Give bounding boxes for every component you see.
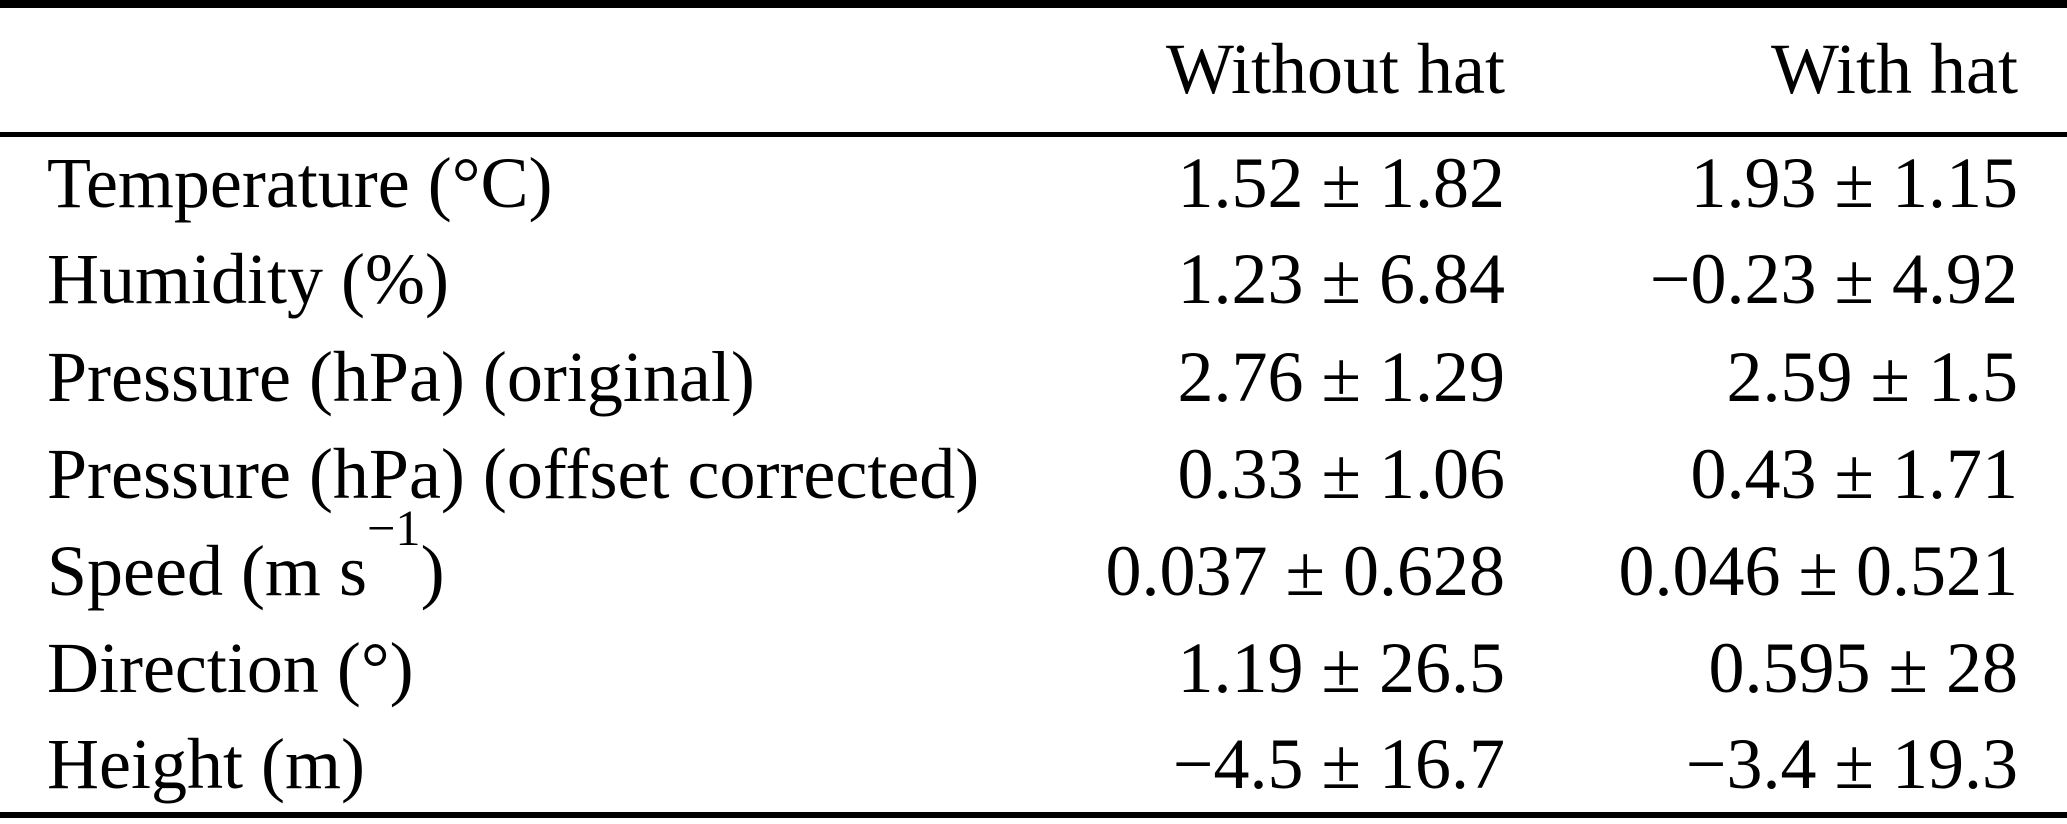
row-label-text: Temperature (°C): [47, 143, 553, 224]
table-row: Height (m) −4.5 ± 16.7 −3.4 ± 19.3: [0, 718, 2067, 815]
row-label-text: Height (m): [47, 724, 365, 805]
cell-without-hat: 1.23 ± 6.84: [1177, 239, 1505, 320]
cell-without-hat: 1.52 ± 1.82: [1177, 143, 1505, 224]
row-label: Height (m): [0, 718, 1055, 815]
row-label-text: Direction (°): [47, 628, 414, 709]
row-label-text: Pressure (hPa) (original): [47, 336, 755, 417]
cell-with-hat: 1.93 ± 1.15: [1690, 143, 2018, 224]
cell-with-hat: 2.59 ± 1.5: [1726, 336, 2018, 417]
header-without-hat: Without hat: [1055, 4, 1505, 137]
table-row: Pressure (hPa) (original) 2.76 ± 1.29 2.…: [0, 329, 2067, 426]
cell-with-hat: 0.43 ± 1.71: [1690, 433, 2018, 514]
cell-without-hat: −4.5 ± 16.7: [1172, 724, 1505, 805]
row-label: Temperature (°C): [0, 134, 1055, 231]
header-empty-cell: [0, 4, 1055, 137]
row-label: Speed (m s−1): [0, 503, 1055, 620]
row-label: Humidity (%): [0, 231, 1055, 328]
row-label-superscript: −1: [366, 499, 421, 556]
row-label-suffix: ): [420, 531, 445, 612]
table-row: Temperature (°C) 1.52 ± 1.82 1.93 ± 1.15: [0, 134, 2067, 231]
row-label: Direction (°): [0, 620, 1055, 717]
cell-with-hat: −0.23 ± 4.92: [1649, 239, 2018, 320]
table-row: Pressure (hPa) (offset corrected) 0.33 ±…: [0, 426, 2067, 523]
row-label-text: Speed (m s: [47, 531, 367, 612]
row-label: Pressure (hPa) (original): [0, 329, 1055, 426]
cell-without-hat: 0.037 ± 0.628: [1105, 531, 1505, 612]
cell-without-hat: 0.33 ± 1.06: [1177, 433, 1505, 514]
table-row: Speed (m s−1) 0.037 ± 0.628 0.046 ± 0.52…: [0, 503, 2067, 620]
header-with-hat: With hat: [1505, 4, 2067, 137]
cell-without-hat: 1.19 ± 26.5: [1177, 628, 1505, 709]
table-row: Direction (°) 1.19 ± 26.5 0.595 ± 28: [0, 620, 2067, 717]
cell-with-hat: −3.4 ± 19.3: [1685, 724, 2018, 805]
cell-without-hat: 2.76 ± 1.29: [1177, 336, 1505, 417]
row-label-text: Humidity (%): [47, 239, 449, 320]
header-row: Without hat With hat: [0, 4, 2067, 137]
cell-with-hat: 0.595 ± 28: [1708, 628, 2018, 709]
row-label: Pressure (hPa) (offset corrected): [0, 426, 1055, 523]
row-label-text: Pressure (hPa) (offset corrected): [47, 433, 980, 514]
table-row: Humidity (%) 1.23 ± 6.84 −0.23 ± 4.92: [0, 231, 2067, 328]
cell-with-hat: 0.046 ± 0.521: [1618, 531, 2018, 612]
